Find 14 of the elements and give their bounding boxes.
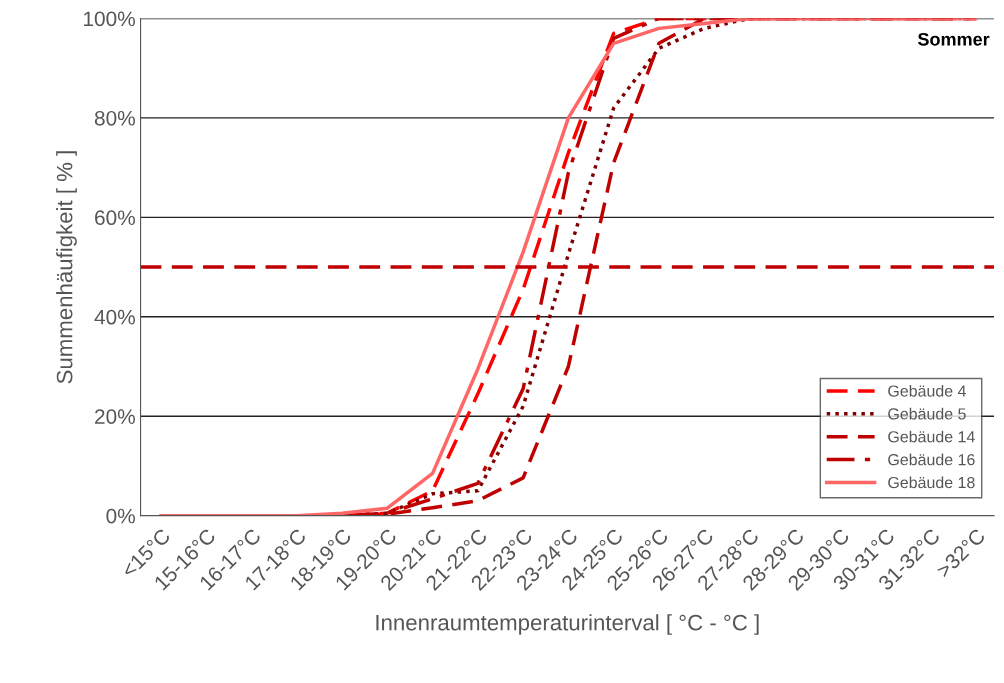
legend-label: Gebäude 18: [888, 476, 975, 489]
x-axis-title: Innenraumtemperaturinterval [ °C - °C ]: [376, 614, 759, 635]
y-tick-label: 20%: [95, 409, 135, 424]
y-tick-label: 40%: [94, 309, 135, 325]
y-tick-label: 0%: [106, 508, 135, 524]
legend-label: Gebäude 5: [888, 407, 966, 420]
y-tick-label: 100%: [84, 11, 135, 27]
legend-label: Gebäude 4: [888, 384, 966, 397]
legend-label: Gebäude 16: [888, 453, 975, 466]
legend-label: Gebäude 14: [888, 430, 975, 443]
y-axis-title: Summenhäufigkeit [ % ]: [56, 151, 77, 384]
y-tick-label: 80%: [94, 110, 135, 126]
y-tick-label: 60%: [95, 210, 135, 226]
annotation: Sommer: [917, 32, 990, 46]
